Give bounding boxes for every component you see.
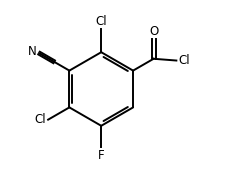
Text: N: N (28, 45, 37, 58)
Text: Cl: Cl (35, 113, 46, 126)
Text: Cl: Cl (178, 54, 190, 67)
Text: O: O (149, 25, 158, 38)
Text: Cl: Cl (95, 15, 107, 28)
Text: F: F (98, 149, 105, 162)
